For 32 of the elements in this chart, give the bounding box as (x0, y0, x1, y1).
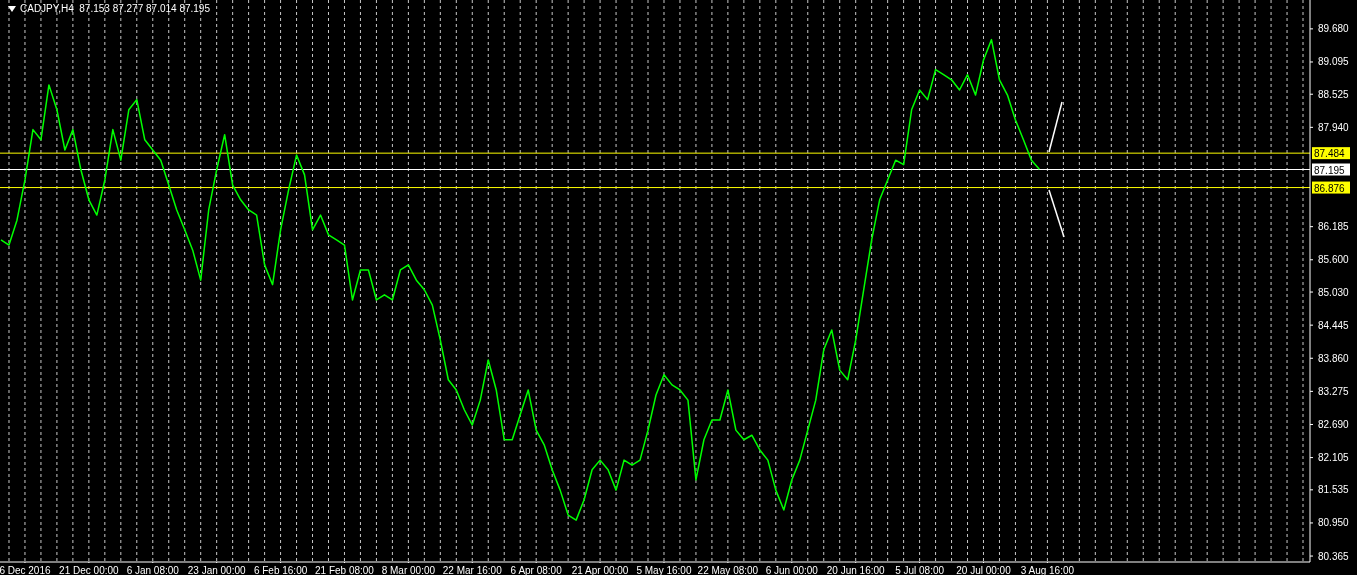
x-tick-label: 5 Jul 08:00 (895, 565, 945, 575)
x-tick-label: 20 Jul 00:00 (956, 565, 1012, 575)
y-tick-label: 80.365 (1318, 550, 1350, 562)
y-tick-label: 85.600 (1318, 254, 1350, 266)
line-series (0, 38, 1041, 521)
x-tick-label: 8 Mar 00:00 (381, 565, 436, 575)
y-tick-label: 87.940 (1318, 121, 1350, 133)
x-tick-label: 6 Jan 08:00 (126, 565, 180, 575)
y-tick-label: 86.185 (1318, 221, 1350, 233)
y-tick-label: 80.950 (1318, 517, 1350, 529)
ref-line-label: 86.876 (1314, 182, 1346, 194)
y-tick-label: 89.095 (1318, 56, 1350, 68)
y-tick-label: 82.105 (1318, 452, 1350, 464)
y-tick-label: 82.690 (1318, 418, 1350, 430)
x-tick-label: 20 Jun 16:00 (826, 565, 886, 575)
ref-line-label: 87.484 (1314, 148, 1346, 160)
y-tick-label: 81.535 (1318, 484, 1350, 496)
x-tick-label: 21 Dec 00:00 (59, 565, 120, 575)
y-tick-label: 89.680 (1318, 23, 1350, 35)
x-tick-label: 22 Mar 16:00 (442, 565, 503, 575)
x-tick-label: 6 Feb 16:00 (253, 565, 308, 575)
x-tick-label: 6 Dec 2016 (0, 565, 51, 575)
y-tick-label: 83.275 (1318, 385, 1350, 397)
y-tick-label: 84.445 (1318, 319, 1350, 331)
x-tick-label: 21 Feb 08:00 (315, 565, 375, 575)
x-tick-label: 23 Jan 00:00 (187, 565, 247, 575)
y-tick-label: 85.030 (1318, 286, 1350, 298)
ref-line-label: 87.195 (1314, 164, 1346, 176)
y-tick-label: 83.860 (1318, 352, 1350, 364)
x-tick-label: 6 Jun 00:00 (765, 565, 819, 575)
chart-title: CADJPY,H4 87.153 87.277 87.014 87.195 (20, 3, 210, 14)
y-tick-label: 88.525 (1318, 88, 1350, 100)
